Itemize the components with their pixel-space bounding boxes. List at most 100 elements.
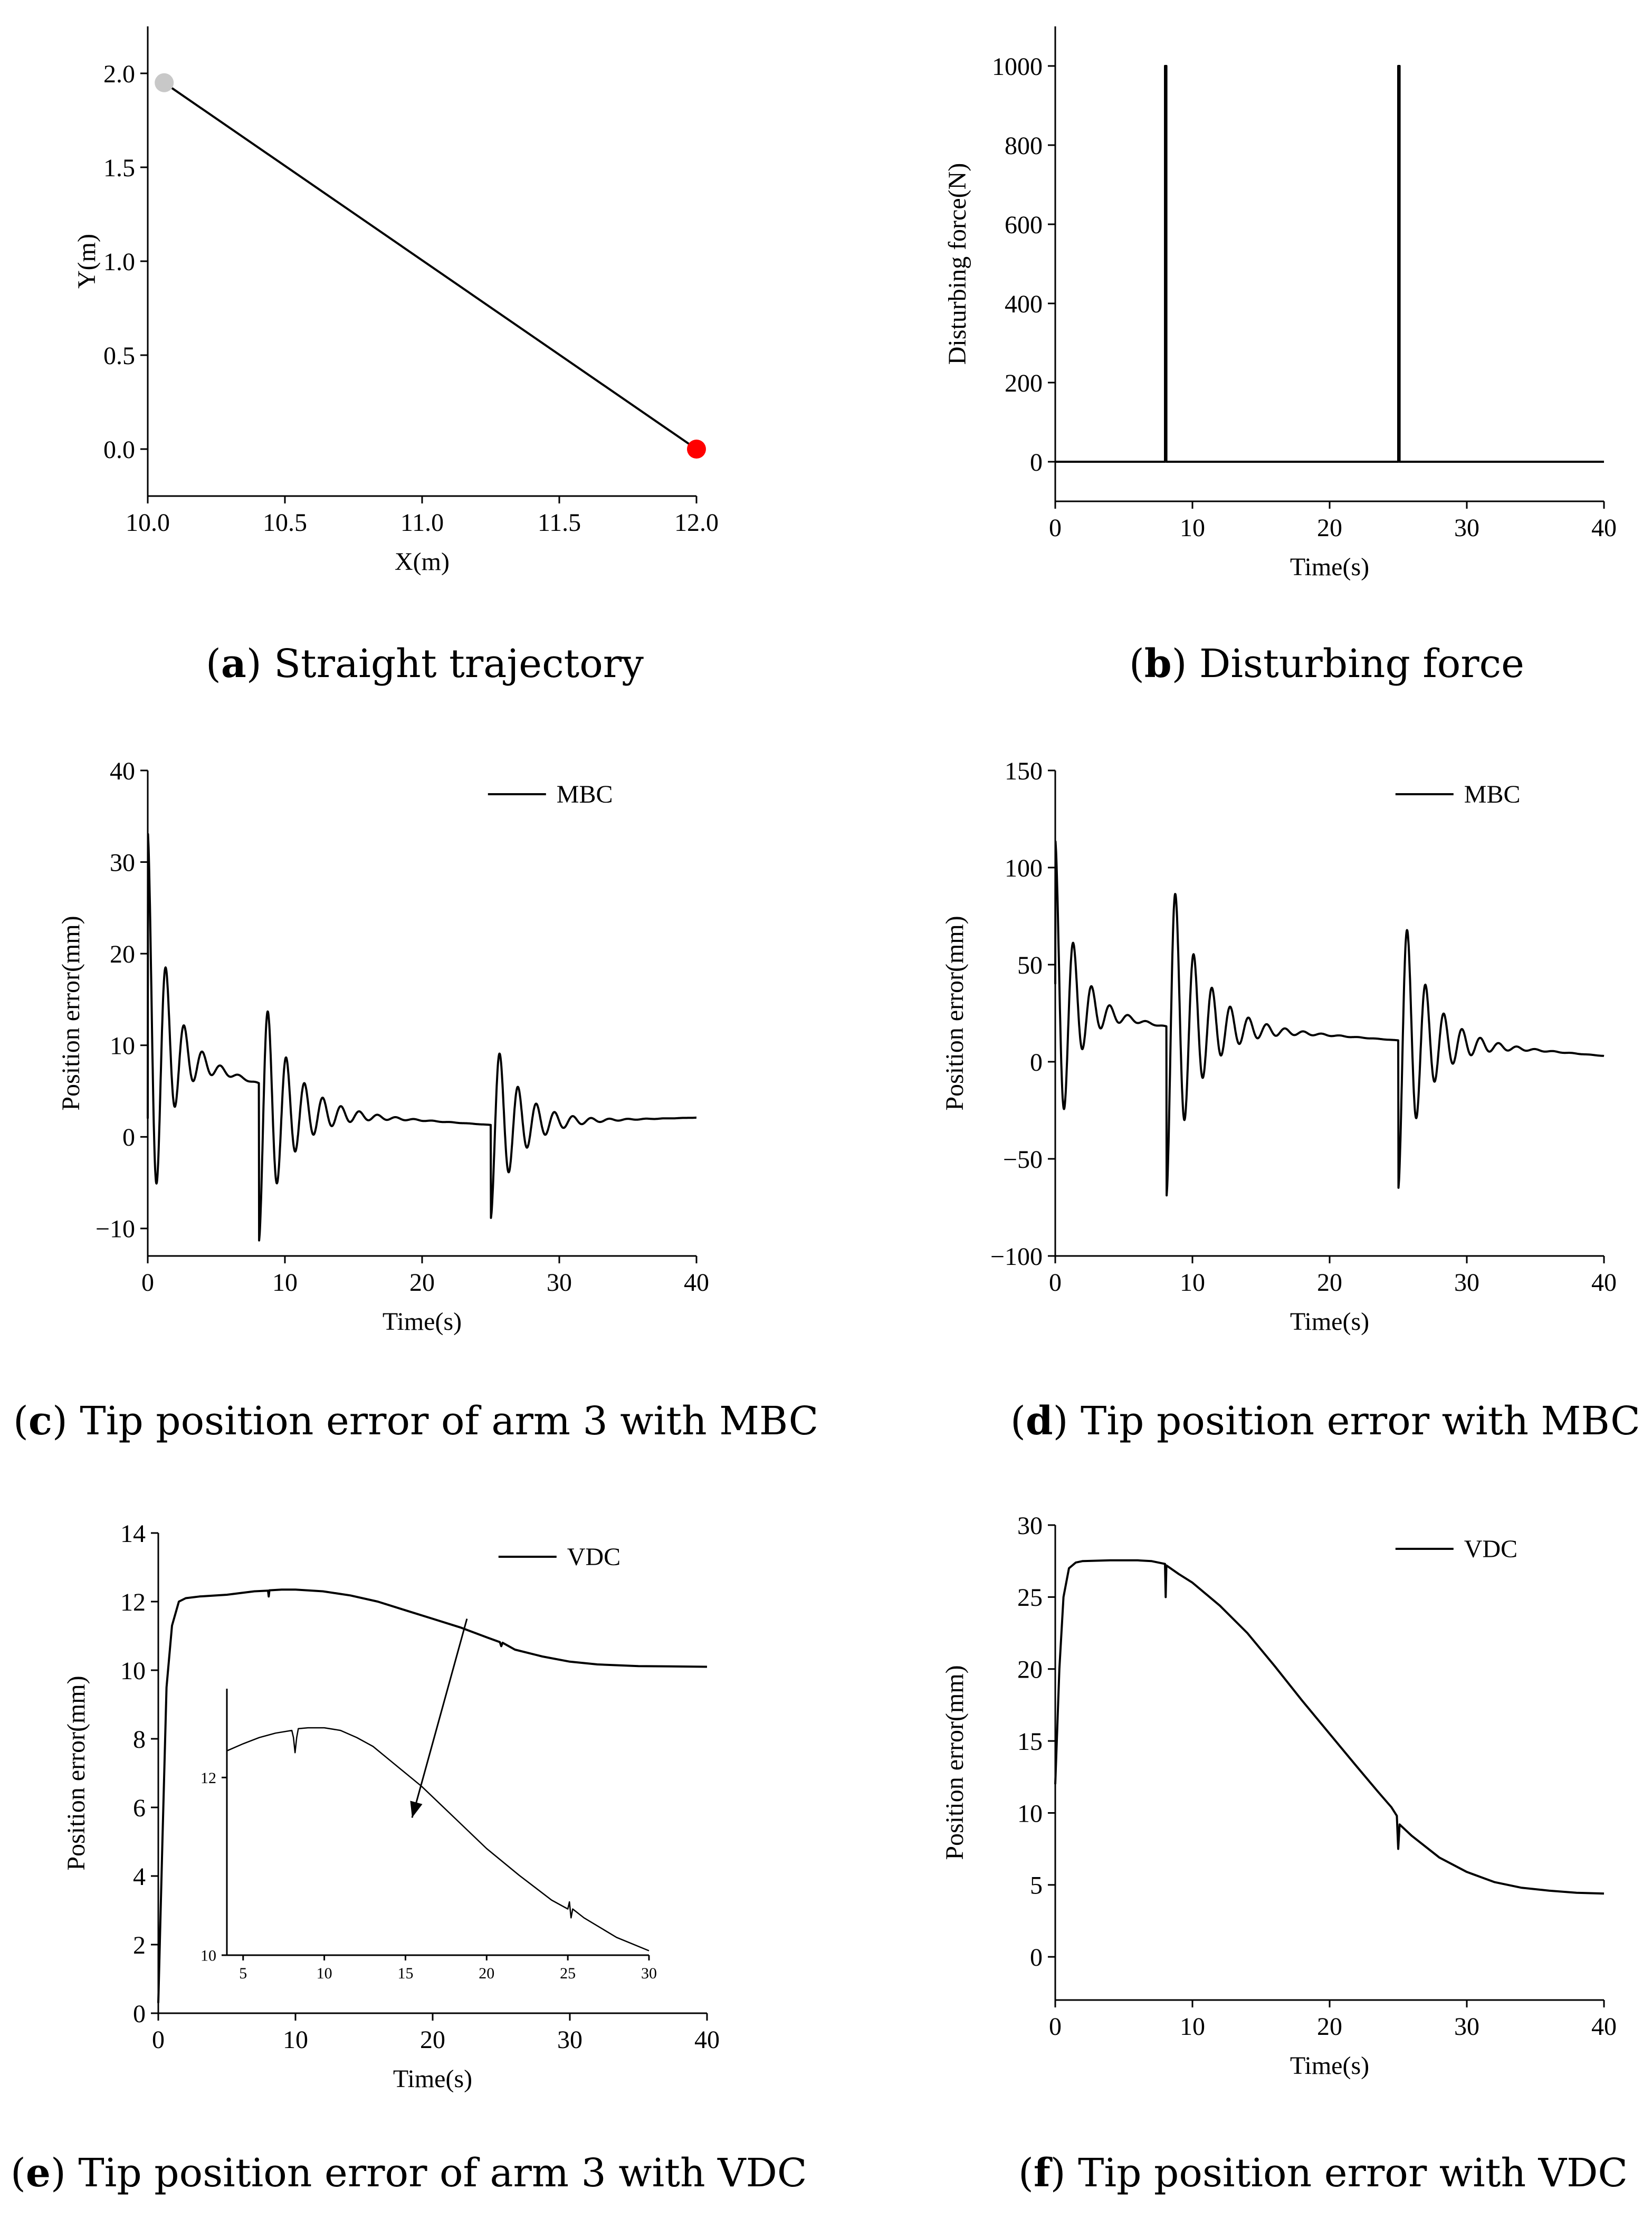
caption-d: (d) Tip position error with MBC: [1010, 1398, 1640, 1444]
chart-a-end-point: [687, 440, 706, 459]
chart-a-x-tick-label: 11.5: [538, 509, 581, 537]
chart-e-zoom-arrow-head: [410, 1801, 423, 1818]
chart-e-x-label: Time(s): [393, 2065, 472, 2093]
chart-b-x-tick-label: 40: [1591, 514, 1617, 542]
chart-c-y-tick-label: 20: [110, 940, 135, 968]
chart-f-legend-label: VDC: [1464, 1535, 1517, 1563]
chart-f-y-tick-label: 30: [1017, 1512, 1043, 1540]
chart-e-arm3-vdc: 0 10 20 30 40 0 2 4 6 8 10 12 14 Time(s) Position erro…: [62, 1504, 760, 2111]
chart-c-y-label: Position error(mm): [57, 916, 85, 1110]
chart-f-x-label: Time(s): [1290, 2052, 1369, 2080]
chart-f-x-tick-label: 30: [1454, 2013, 1479, 2041]
chart-a-y-label: Y(m): [73, 234, 101, 289]
chart-c-x-tick-label: 20: [409, 1269, 435, 1297]
chart-c-x-tick-label: 40: [684, 1269, 709, 1297]
chart-a-y-tick-label: 1.0: [103, 248, 135, 276]
caption-c-letter: c: [28, 1398, 52, 1444]
chart-b-disturbing-force: 0 10 20 30 40 0 200 400 600 800 1000 Time(s) Disturb…: [934, 16, 1641, 623]
chart-f-y-tick-label: 5: [1030, 1872, 1043, 1900]
caption-b-letter: b: [1144, 641, 1172, 687]
chart-b-y-tick-label: 200: [1005, 369, 1043, 397]
chart-b-x-tick-label: 0: [1049, 514, 1062, 542]
chart-c-y-tick-label: −10: [96, 1215, 135, 1243]
chart-e-y-tick-label: 14: [120, 1520, 146, 1548]
chart-f-x-tick-label: 20: [1317, 2013, 1342, 2041]
chart-d-x-tick-label: 0: [1049, 1269, 1062, 1297]
chart-f-x-tick-label: 10: [1180, 2013, 1205, 2041]
chart-f-x-tick-label: 0: [1049, 2013, 1062, 2041]
chart-f-svg: 0 10 20 30 40 0 5 10 15 20 25 30 Time(s) Position err…: [941, 1512, 1617, 2080]
chart-c-arm3-mbc: 0 10 20 30 40 −10 0 10 20 30 40 Time(s) Position err…: [47, 757, 760, 1367]
chart-f-y-tick-label: 0: [1030, 1944, 1043, 1972]
chart-b-y-tick-label: 1000: [992, 53, 1043, 81]
chart-b-series-force: [1055, 65, 1604, 463]
chart-d-x-tick-label: 20: [1317, 1269, 1342, 1297]
chart-a-straight-trajectory: 10.0 10.5 11.0 11.5 12.0 0.0 0.5 1.0 1.5 2.0 X(m) Y…: [73, 16, 760, 623]
chart-d-x-tick-label: 10: [1180, 1269, 1205, 1297]
chart-f-tip-vdc: 0 10 20 30 40 0 5 10 15 20 25 30 Time(s) Position err…: [939, 1504, 1641, 2111]
chart-f-y-label: Position error(mm): [941, 1665, 969, 1860]
chart-f-x-tick-label: 40: [1591, 2013, 1617, 2041]
chart-c-legend-label: MBC: [557, 780, 613, 808]
chart-a-x-label: X(m): [395, 548, 450, 576]
caption-a-text: Straight trajectory: [261, 641, 644, 687]
caption-d-letter: d: [1025, 1398, 1053, 1444]
chart-e-zoom-arrow: [411, 1618, 468, 1818]
caption-e-text: Tip position error of arm 3 with VDC: [65, 2150, 807, 2196]
chart-e-inset-series-VDC-zoom: [226, 1727, 650, 1951]
chart-e-inset-y-tick-label: 12: [200, 1769, 216, 1787]
chart-b-y-label: Disturbing force(N): [943, 163, 971, 365]
chart-e-y-tick-label: 10: [120, 1657, 146, 1685]
caption-e-letter: e: [25, 2150, 51, 2196]
chart-c-y-tick-label: 30: [110, 849, 135, 877]
chart-d-svg: 0 10 20 30 40 −100 −50 0 50 100 150 Time(s) Position…: [941, 757, 1617, 1336]
caption-f-text: Tip position error with VDC: [1065, 2150, 1628, 2196]
caption-f-letter: f: [1033, 2150, 1051, 2196]
chart-e-inset-x-tick-label: 25: [560, 1965, 576, 1982]
caption-a-letter: a: [221, 641, 246, 687]
chart-e-inset-x-tick-label: 5: [239, 1965, 247, 1982]
chart-a-x-tick-label: 10.5: [263, 509, 307, 537]
chart-e-series-VDC: [157, 1588, 708, 2003]
chart-c-y-tick-label: 0: [122, 1123, 135, 1151]
chart-d-y-tick-label: 150: [1005, 757, 1043, 785]
chart-a-x-tick-label: 10.0: [126, 509, 170, 537]
chart-e-x-tick-label: 30: [557, 2026, 583, 2054]
chart-f-y-tick-label: 20: [1017, 1656, 1043, 1684]
chart-e-legend-label: VDC: [567, 1543, 620, 1571]
chart-a-x-tick-label: 11.0: [400, 509, 444, 537]
chart-d-x-tick-label: 30: [1454, 1269, 1479, 1297]
chart-d-series-MBC: [1054, 840, 1605, 1197]
chart-b-x-tick-label: 30: [1454, 514, 1479, 542]
chart-c-y-tick-label: 10: [110, 1032, 135, 1060]
chart-c-x-tick-label: 0: [141, 1269, 154, 1297]
chart-d-y-label: Position error(mm): [941, 916, 969, 1110]
caption-c-text: Tip position error of arm 3 with MBC: [67, 1398, 819, 1444]
chart-b-y-tick-label: 800: [1005, 132, 1043, 160]
chart-d-legend-label: MBC: [1464, 780, 1521, 808]
chart-e-inset-x-tick-label: 10: [317, 1965, 332, 1982]
chart-e-y-tick-label: 2: [133, 1931, 146, 1959]
caption-b: (b) Disturbing force: [1129, 641, 1524, 687]
chart-d-y-tick-label: 100: [1005, 854, 1043, 882]
chart-c-x-label: Time(s): [383, 1308, 462, 1336]
chart-a-y-tick-label: 0.5: [103, 342, 135, 370]
chart-e-x-tick-label: 40: [694, 2026, 720, 2054]
chart-b-x-label: Time(s): [1290, 553, 1369, 581]
chart-f-series-VDC: [1054, 1559, 1605, 1895]
chart-e-y-tick-label: 8: [133, 1726, 146, 1754]
chart-c-x-tick-label: 10: [272, 1269, 298, 1297]
chart-e-inset-y-tick-label: 10: [200, 1947, 216, 1965]
chart-e-inset-x-tick-label: 20: [479, 1965, 494, 1982]
chart-e-x-tick-label: 20: [420, 2026, 445, 2054]
chart-a-y-tick-label: 0.0: [103, 436, 135, 464]
chart-c-series-MBC: [147, 833, 698, 1242]
chart-f-y-tick-label: 15: [1017, 1728, 1043, 1756]
chart-d-x-tick-label: 40: [1591, 1269, 1617, 1297]
chart-a-y-tick-label: 1.5: [103, 154, 135, 182]
chart-b-svg: 0 10 20 30 4002004006008001000Time(s)Disturb…: [943, 26, 1617, 581]
caption-c: (c) Tip position error of arm 3 with MBC: [13, 1398, 819, 1444]
chart-e-y-tick-label: 12: [120, 1588, 146, 1616]
chart-f-y-tick-label: 10: [1017, 1799, 1043, 1827]
chart-a-svg: 10.0 10.5 11.0 11.5 12.0 0.0 0.5 1.0 1.5 2.0 X(m) Y…: [73, 26, 719, 576]
